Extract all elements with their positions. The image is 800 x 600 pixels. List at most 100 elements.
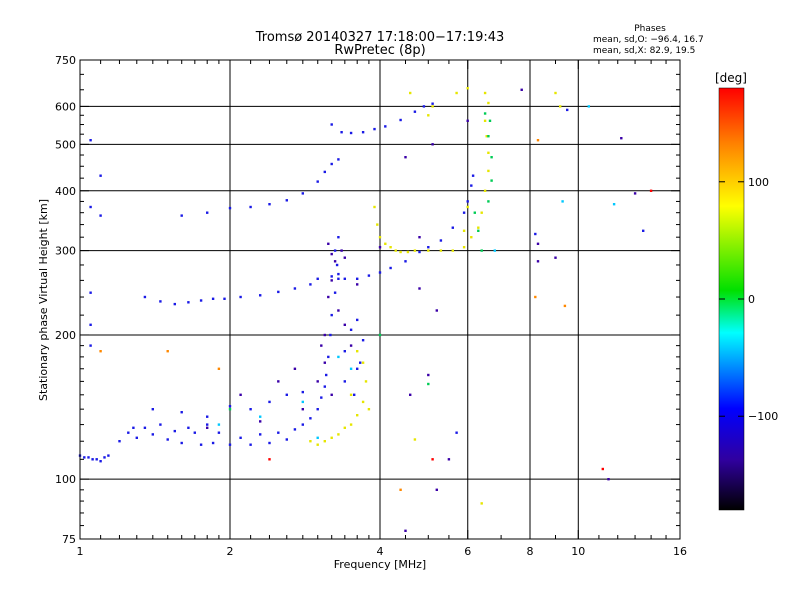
data-point [399,118,402,122]
data-point [356,414,359,417]
data-point [330,123,333,126]
data-point [103,456,106,459]
data-point [301,390,304,394]
data-point [435,488,438,491]
data-point [316,436,319,439]
data-point [89,323,92,326]
data-point [180,411,183,414]
data-point [83,456,86,459]
data-point [330,393,333,396]
data-point [373,127,376,131]
data-point [431,102,434,105]
data-point [439,249,443,252]
data-point [536,260,540,263]
data-point [337,309,340,312]
data-point [223,297,226,300]
data-point [520,88,523,91]
data-point [554,91,557,95]
data-point [99,174,102,177]
data-point [211,441,215,445]
phases-o-stats: mean, sd,O: −96.4, 16.7 [593,35,704,45]
data-point [159,300,162,303]
data-point [249,408,252,411]
data-point [493,249,496,252]
x-tick-label: 4 [377,545,384,558]
data-point [378,236,382,239]
data-point [309,283,312,286]
data-point [199,299,203,302]
data-point [89,344,92,347]
data-point [217,367,221,370]
data-point [333,260,337,263]
colorbar-tick-label: 0 [748,293,755,306]
data-point [343,323,346,326]
x-tick-label: 16 [673,545,687,558]
data-point [259,415,262,418]
grid-layer [80,60,680,539]
data-point [470,184,473,187]
data-point [228,206,232,210]
data-point [534,295,537,299]
data-point [487,135,490,138]
data-point [534,232,537,236]
data-point [187,301,190,304]
data-point [99,214,102,217]
data-point [343,277,346,280]
data-point [601,467,604,471]
data-point [364,380,368,383]
data-point [349,344,353,347]
data-point [471,174,475,177]
data-point [301,400,304,404]
data-point [427,114,430,117]
data-point [259,294,262,297]
data-point [404,260,407,263]
data-point [490,156,493,159]
data-point [173,429,176,433]
data-point [356,277,359,280]
y-tick-label: 500 [55,138,76,151]
data-point [193,431,196,434]
data-point [422,105,426,108]
data-point [470,236,473,239]
data-point [87,456,90,459]
data-point [89,139,92,142]
data-point [488,119,492,122]
x-tick-label: 6 [464,545,471,558]
data-point [249,443,252,446]
data-point [127,431,130,434]
data-point [316,380,319,383]
data-point [404,156,407,159]
data-point [173,302,176,306]
data-point [268,441,271,445]
data-point [361,400,365,404]
data-point [376,223,379,226]
points-layer [78,87,653,532]
data-point [187,426,190,429]
data-point [435,309,438,312]
y-tick-label: 600 [55,100,76,113]
data-point [301,192,304,195]
data-point [199,443,203,446]
data-point [217,431,221,434]
data-point [378,246,382,249]
data-point [327,242,330,245]
data-point [206,415,209,418]
data-point [107,454,110,457]
data-point [323,333,326,337]
data-point [337,236,340,239]
data-point [268,203,271,206]
data-point [343,350,346,353]
phases-x-stats: mean, sd,X: 82.9, 19.5 [593,46,695,56]
data-point [373,205,376,209]
data-point [330,313,333,317]
data-point [566,108,569,112]
data-point [439,239,443,242]
data-point [404,529,407,532]
data-point [166,350,169,353]
data-point [340,131,343,134]
data-point [239,393,242,396]
data-point [166,438,169,441]
data-point [206,426,209,429]
data-point [480,249,483,252]
